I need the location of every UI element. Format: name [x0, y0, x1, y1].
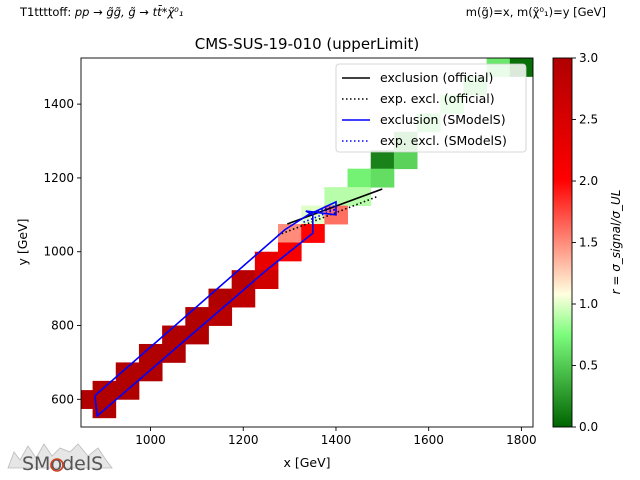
x-tick-label: 1200	[228, 433, 259, 447]
heatmap-cell	[208, 307, 233, 326]
colorbar-tick-label: 2.0	[579, 174, 598, 188]
legend-label: exp. excl. (official)	[380, 91, 495, 106]
heatmap-cell	[278, 224, 302, 243]
heatmap-cell	[115, 362, 140, 382]
series-line	[94, 200, 337, 418]
colorbar-tick-label: 1.5	[579, 236, 598, 250]
heatmap-cell	[393, 150, 418, 170]
colorbar	[552, 57, 573, 428]
heatmap-cell	[162, 343, 186, 363]
colorbar-tick-label: 3.0	[579, 51, 598, 65]
heatmap-cell	[254, 270, 279, 290]
y-tick-label: 1000	[43, 245, 74, 259]
process-label: T1ttttoff: pp → g̃g̃, g̃ → tt̄*χ̃⁰₁	[19, 5, 183, 19]
colorbar-tick-label: 0.0	[579, 420, 598, 434]
y-tick-label: 800	[51, 319, 74, 333]
mass-label: m(g̃)=x, m(χ̃⁰₁)=y [GeV]	[466, 5, 606, 19]
colorbar-tick-label: 1.0	[579, 297, 598, 311]
heatmap-cell	[231, 288, 256, 308]
heatmap-cell	[162, 325, 186, 345]
heatmap-cell	[81, 390, 93, 409]
colorbar-tick-label: 2.5	[579, 113, 598, 127]
plot-frame	[80, 57, 534, 428]
heatmap-cell	[185, 325, 209, 345]
heatmap-cell	[347, 168, 372, 188]
heatmap-cell	[324, 187, 348, 206]
heatmap-cell	[370, 150, 395, 170]
legend-label: exclusion (official)	[380, 70, 493, 85]
heatmap-cell	[138, 343, 163, 363]
colorbar-ticks: 0.0 0.5 1.0 1.5 2.0 2.5 3.0	[572, 51, 598, 434]
heatmap-cell	[92, 380, 117, 400]
x-tick-label: 1600	[413, 433, 444, 447]
heatmap-cells	[81, 58, 533, 419]
smodels-logo: SModelS	[7, 443, 113, 475]
x-tick-label: 1000	[135, 433, 166, 447]
y-ticks: 600 800 1000 1200 1400	[43, 97, 81, 406]
legend-label: exp. excl. (SModelS)	[380, 133, 507, 148]
y-axis-label: y [GeV]	[15, 218, 30, 265]
x-ticks: 1000 1200 1400 1600 1800	[135, 427, 537, 447]
x-tick-label: 1400	[321, 433, 352, 447]
heatmap-cell	[138, 362, 163, 382]
x-tick-label: 1800	[506, 433, 537, 447]
legend-label: exclusion (SModelS)	[380, 112, 506, 127]
exclusion-curves	[94, 188, 383, 418]
heatmap-cell	[347, 187, 372, 206]
heatmap-cell	[254, 251, 279, 271]
legend: exclusion (official) exp. excl. (official…	[335, 63, 527, 153]
y-tick-label: 1200	[43, 171, 74, 185]
colorbar-tick-label: 0.5	[579, 359, 598, 373]
logo-circle-icon	[50, 458, 64, 472]
heatmap-cell	[370, 168, 395, 188]
series-line	[303, 204, 337, 223]
chart-title: CMS-SUS-19-010 (upperLimit)	[195, 35, 420, 53]
x-axis-label: x [GeV]	[283, 455, 330, 470]
y-tick-label: 1400	[43, 97, 74, 111]
heatmap-cell	[208, 288, 233, 308]
colorbar-label: r = σ_signal/σ_UL	[609, 190, 623, 295]
y-tick-label: 600	[51, 392, 74, 406]
series-line	[277, 195, 378, 236]
